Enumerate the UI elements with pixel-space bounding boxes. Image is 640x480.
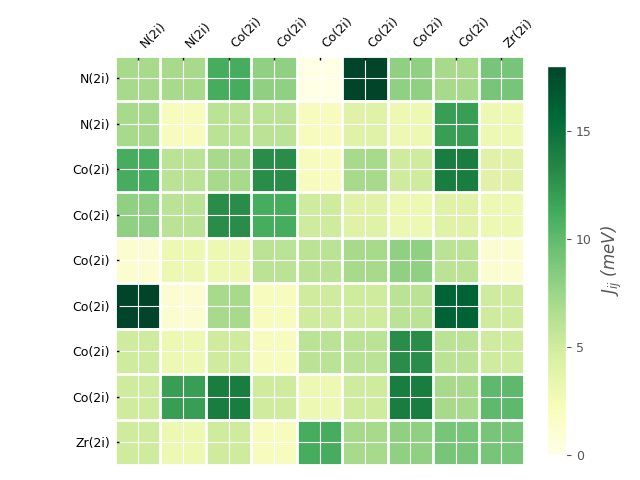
Y-axis label: $J_{ij}$ (meV): $J_{ij}$ (meV) — [600, 225, 624, 296]
